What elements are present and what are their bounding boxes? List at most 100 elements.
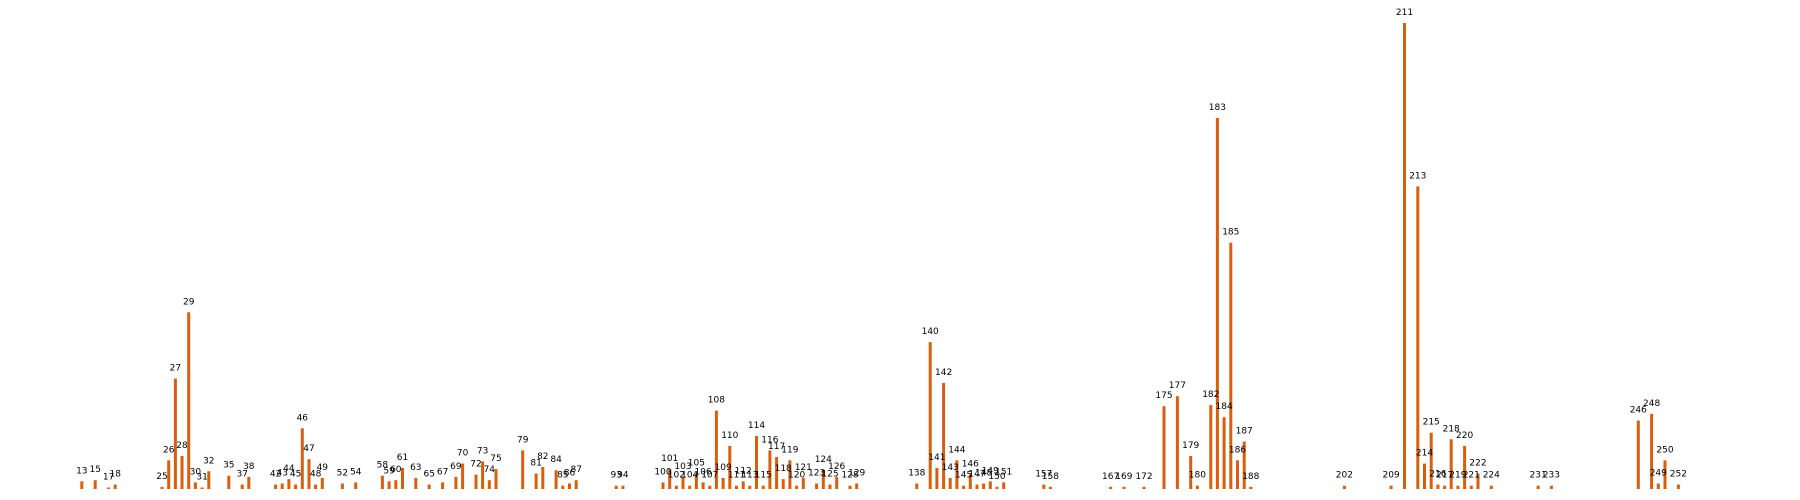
data-label-177: 177 bbox=[1169, 381, 1186, 391]
data-label-93: 93 bbox=[610, 471, 621, 481]
bar-94 bbox=[621, 485, 625, 489]
bar-113 bbox=[748, 485, 752, 489]
bar-108 bbox=[714, 410, 718, 489]
bar-37 bbox=[240, 484, 244, 489]
data-label-231: 231 bbox=[1530, 471, 1547, 481]
data-label-250: 250 bbox=[1656, 445, 1673, 455]
data-label-43: 43 bbox=[276, 469, 287, 479]
data-label-167: 167 bbox=[1102, 472, 1119, 482]
data-label-108: 108 bbox=[708, 396, 725, 406]
bar-129 bbox=[855, 483, 859, 489]
bar-117 bbox=[775, 457, 779, 489]
data-label-102: 102 bbox=[668, 471, 685, 481]
data-label-70: 70 bbox=[457, 449, 469, 459]
bar-182 bbox=[1209, 405, 1213, 489]
bar-18 bbox=[113, 484, 117, 489]
data-label-13: 13 bbox=[76, 466, 87, 476]
data-label-42: 42 bbox=[270, 470, 281, 480]
bar-202 bbox=[1342, 485, 1346, 489]
data-label-218: 218 bbox=[1443, 424, 1460, 434]
bar-54 bbox=[354, 482, 358, 489]
bar-249 bbox=[1656, 483, 1660, 489]
data-label-59: 59 bbox=[383, 466, 395, 476]
data-label-233: 233 bbox=[1543, 471, 1560, 481]
data-label-169: 169 bbox=[1115, 472, 1132, 482]
data-label-146: 146 bbox=[962, 460, 979, 470]
bar-214 bbox=[1423, 463, 1426, 489]
bar-169 bbox=[1122, 486, 1126, 489]
data-label-94: 94 bbox=[617, 471, 629, 481]
data-label-101: 101 bbox=[661, 454, 678, 464]
data-label-144: 144 bbox=[948, 445, 965, 455]
data-label-125: 125 bbox=[821, 470, 838, 480]
bar-112 bbox=[741, 481, 745, 489]
bar-104 bbox=[688, 485, 692, 489]
bar-221 bbox=[1469, 485, 1473, 489]
data-label-185: 185 bbox=[1222, 228, 1239, 238]
bar-150 bbox=[995, 486, 999, 489]
bar-17 bbox=[107, 487, 111, 489]
data-label-85: 85 bbox=[557, 471, 568, 481]
bar-217 bbox=[1443, 485, 1447, 489]
bar-111 bbox=[735, 485, 738, 489]
bar-186 bbox=[1236, 460, 1239, 489]
bar-180 bbox=[1195, 485, 1199, 489]
data-label-151: 151 bbox=[995, 467, 1012, 477]
bar-184 bbox=[1222, 417, 1226, 489]
data-label-209: 209 bbox=[1383, 471, 1400, 481]
data-label-138: 138 bbox=[908, 469, 925, 479]
data-label-30: 30 bbox=[190, 467, 202, 477]
data-label-100: 100 bbox=[654, 467, 671, 477]
bar-224 bbox=[1489, 485, 1493, 489]
bar-13 bbox=[80, 481, 84, 489]
data-label-217: 217 bbox=[1436, 471, 1453, 481]
bar-102 bbox=[674, 485, 678, 489]
data-label-213: 213 bbox=[1409, 171, 1426, 181]
bar-120 bbox=[795, 485, 799, 489]
bar-46 bbox=[300, 428, 304, 489]
data-label-73: 73 bbox=[477, 446, 488, 456]
data-label-221: 221 bbox=[1463, 471, 1480, 481]
data-label-112: 112 bbox=[735, 466, 752, 476]
data-label-179: 179 bbox=[1182, 441, 1199, 451]
bar-58 bbox=[380, 475, 384, 489]
data-label-142: 142 bbox=[935, 368, 952, 378]
data-label-110: 110 bbox=[721, 431, 738, 441]
data-label-119: 119 bbox=[781, 445, 798, 455]
data-label-74: 74 bbox=[484, 465, 496, 475]
data-label-123: 123 bbox=[808, 469, 825, 479]
bar-84 bbox=[554, 470, 558, 489]
bar-30 bbox=[193, 482, 197, 489]
bar-158 bbox=[1048, 486, 1052, 489]
bar-172 bbox=[1142, 486, 1146, 489]
bar-31 bbox=[200, 487, 204, 489]
data-label-60: 60 bbox=[390, 465, 402, 475]
data-label-224: 224 bbox=[1483, 471, 1500, 481]
bar-157 bbox=[1042, 484, 1046, 489]
data-label-202: 202 bbox=[1336, 471, 1353, 481]
bar-61 bbox=[401, 468, 404, 489]
bar-188 bbox=[1249, 486, 1253, 489]
data-label-61: 61 bbox=[397, 453, 408, 463]
bar-246 bbox=[1636, 420, 1640, 489]
data-label-140: 140 bbox=[922, 327, 939, 337]
bar-47 bbox=[307, 459, 311, 489]
data-label-114: 114 bbox=[748, 421, 765, 431]
bar-119 bbox=[788, 460, 792, 489]
data-label-172: 172 bbox=[1135, 472, 1152, 482]
bar-218 bbox=[1449, 439, 1453, 489]
bar-109 bbox=[721, 478, 725, 489]
data-label-117: 117 bbox=[768, 442, 785, 452]
bar-167 bbox=[1109, 486, 1113, 489]
bar-69 bbox=[454, 476, 458, 489]
data-label-69: 69 bbox=[450, 462, 462, 472]
bar-219 bbox=[1456, 485, 1460, 489]
data-label-118: 118 bbox=[775, 464, 792, 474]
data-label-175: 175 bbox=[1155, 391, 1172, 401]
data-label-45: 45 bbox=[290, 470, 301, 480]
data-label-158: 158 bbox=[1042, 472, 1059, 482]
data-label-17: 17 bbox=[103, 473, 114, 483]
